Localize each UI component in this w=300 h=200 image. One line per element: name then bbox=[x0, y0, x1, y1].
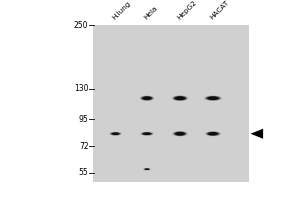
Ellipse shape bbox=[210, 133, 216, 135]
Ellipse shape bbox=[207, 132, 219, 135]
Ellipse shape bbox=[144, 133, 150, 135]
Ellipse shape bbox=[211, 97, 216, 99]
Ellipse shape bbox=[140, 132, 154, 136]
Ellipse shape bbox=[145, 133, 149, 134]
Ellipse shape bbox=[175, 132, 185, 136]
Ellipse shape bbox=[141, 96, 153, 100]
Ellipse shape bbox=[175, 97, 185, 100]
Ellipse shape bbox=[208, 132, 218, 135]
Ellipse shape bbox=[145, 169, 149, 170]
Ellipse shape bbox=[143, 133, 151, 135]
Ellipse shape bbox=[145, 169, 149, 170]
Ellipse shape bbox=[144, 97, 150, 99]
Ellipse shape bbox=[144, 168, 150, 170]
Ellipse shape bbox=[145, 97, 149, 99]
Text: HepG2: HepG2 bbox=[176, 0, 198, 21]
Ellipse shape bbox=[172, 131, 188, 136]
Ellipse shape bbox=[113, 133, 118, 135]
Ellipse shape bbox=[175, 132, 185, 135]
Ellipse shape bbox=[110, 132, 121, 135]
Ellipse shape bbox=[177, 133, 183, 135]
Ellipse shape bbox=[172, 95, 188, 101]
Ellipse shape bbox=[140, 96, 154, 101]
Polygon shape bbox=[250, 129, 263, 139]
Ellipse shape bbox=[142, 132, 152, 135]
Ellipse shape bbox=[146, 98, 148, 99]
Ellipse shape bbox=[144, 168, 150, 170]
Ellipse shape bbox=[173, 96, 187, 101]
Text: 250: 250 bbox=[74, 21, 88, 29]
Ellipse shape bbox=[212, 98, 214, 99]
Ellipse shape bbox=[207, 96, 219, 100]
Ellipse shape bbox=[111, 132, 120, 135]
Ellipse shape bbox=[143, 97, 151, 100]
Ellipse shape bbox=[175, 96, 185, 100]
Ellipse shape bbox=[142, 97, 152, 100]
Ellipse shape bbox=[205, 96, 221, 100]
Ellipse shape bbox=[208, 97, 218, 100]
Ellipse shape bbox=[114, 133, 117, 134]
Text: 72: 72 bbox=[79, 142, 88, 151]
Ellipse shape bbox=[178, 133, 182, 134]
Ellipse shape bbox=[109, 132, 122, 136]
Ellipse shape bbox=[206, 132, 220, 136]
Ellipse shape bbox=[112, 133, 119, 135]
Ellipse shape bbox=[211, 133, 215, 134]
Text: Hela: Hela bbox=[143, 5, 159, 21]
Ellipse shape bbox=[179, 98, 181, 99]
Ellipse shape bbox=[141, 132, 153, 135]
Ellipse shape bbox=[146, 169, 148, 170]
Ellipse shape bbox=[205, 131, 221, 136]
Ellipse shape bbox=[176, 97, 184, 99]
Ellipse shape bbox=[208, 132, 217, 135]
Ellipse shape bbox=[142, 96, 152, 100]
Ellipse shape bbox=[179, 133, 181, 134]
Ellipse shape bbox=[146, 133, 148, 134]
Text: H.lung: H.lung bbox=[111, 0, 132, 21]
Ellipse shape bbox=[112, 133, 119, 135]
Ellipse shape bbox=[204, 96, 222, 101]
Ellipse shape bbox=[176, 132, 184, 135]
Ellipse shape bbox=[178, 97, 182, 99]
Ellipse shape bbox=[173, 131, 187, 136]
Ellipse shape bbox=[145, 168, 149, 170]
Text: 95: 95 bbox=[79, 115, 88, 124]
Text: HACAT: HACAT bbox=[209, 0, 230, 21]
Ellipse shape bbox=[115, 133, 116, 134]
Bar bbox=[93, 25, 249, 182]
Text: 55: 55 bbox=[79, 168, 88, 177]
Ellipse shape bbox=[143, 168, 151, 170]
Ellipse shape bbox=[174, 96, 186, 100]
Ellipse shape bbox=[212, 133, 214, 134]
Ellipse shape bbox=[143, 133, 151, 135]
Ellipse shape bbox=[207, 97, 219, 100]
Text: 130: 130 bbox=[74, 84, 88, 93]
Ellipse shape bbox=[209, 97, 217, 99]
